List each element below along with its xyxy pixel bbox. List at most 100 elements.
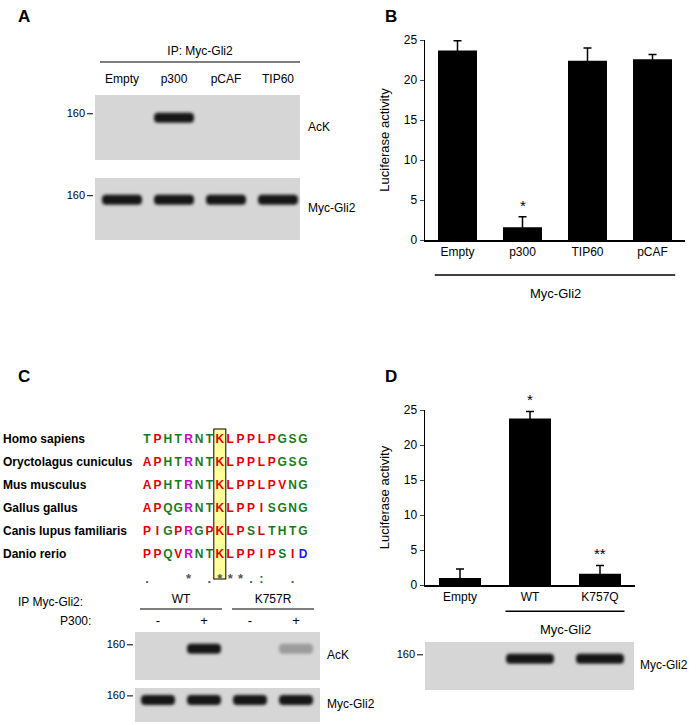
svg-text:P: P	[174, 524, 182, 538]
svg-text:G: G	[278, 432, 287, 446]
svg-text:V: V	[174, 547, 182, 561]
svg-text:P: P	[153, 432, 161, 446]
svg-text:10: 10	[404, 508, 418, 522]
svg-text:T: T	[175, 478, 183, 492]
svg-text:V: V	[278, 478, 286, 492]
svg-text:160: 160	[397, 648, 415, 660]
svg-text:P: P	[247, 501, 255, 515]
svg-text:G: G	[278, 455, 287, 469]
svg-text:D: D	[299, 547, 308, 561]
svg-text:20: 20	[404, 73, 418, 87]
svg-text:N: N	[195, 501, 204, 515]
svg-text:T: T	[289, 524, 297, 538]
svg-text:R: R	[184, 547, 193, 561]
svg-text:G: G	[298, 501, 307, 515]
svg-text:AcK: AcK	[308, 120, 330, 134]
svg-text:Mus musculus: Mus musculus	[3, 478, 87, 492]
svg-text:K757R: K757R	[255, 592, 292, 606]
svg-text:T: T	[206, 478, 214, 492]
svg-text:*: *	[217, 571, 223, 586]
svg-text:L: L	[258, 432, 265, 446]
svg-text:N: N	[195, 547, 204, 561]
svg-text:K: K	[215, 455, 224, 469]
svg-text:H: H	[163, 478, 172, 492]
svg-text:N: N	[195, 455, 204, 469]
svg-text:I: I	[156, 524, 159, 538]
svg-text:P: P	[247, 455, 255, 469]
svg-text:*: *	[527, 391, 533, 408]
svg-text:Q: Q	[163, 501, 172, 515]
svg-text:*: *	[520, 197, 526, 214]
svg-text:N: N	[195, 478, 204, 492]
svg-text:15: 15	[404, 473, 418, 487]
svg-text:WT: WT	[521, 590, 540, 604]
svg-text:160: 160	[107, 638, 125, 650]
svg-text:P: P	[237, 524, 245, 538]
svg-text:T: T	[268, 524, 276, 538]
svg-text:P: P	[247, 432, 255, 446]
svg-text:*: *	[228, 571, 234, 586]
svg-text:T: T	[175, 455, 183, 469]
svg-text:S: S	[289, 432, 297, 446]
svg-text:15: 15	[404, 113, 418, 127]
svg-text:Oryctolagus cuniculus: Oryctolagus cuniculus	[3, 455, 133, 469]
svg-text:Empty: Empty	[440, 245, 474, 259]
svg-text:R: R	[184, 524, 193, 538]
svg-text:5: 5	[410, 193, 417, 207]
svg-text:S: S	[278, 547, 286, 561]
svg-text:K: K	[215, 432, 224, 446]
svg-text:L: L	[258, 478, 265, 492]
svg-text:Q: Q	[163, 547, 172, 561]
svg-text:T: T	[206, 547, 214, 561]
svg-text:P: P	[153, 478, 161, 492]
svg-text:10: 10	[404, 153, 418, 167]
svg-text:20: 20	[404, 438, 418, 452]
svg-text:I: I	[260, 547, 263, 561]
svg-text:P: P	[205, 524, 213, 538]
svg-text:P: P	[268, 478, 276, 492]
svg-text:-: -	[156, 613, 160, 628]
svg-text:Luciferase activity: Luciferase activity	[377, 88, 392, 192]
svg-text:T: T	[206, 432, 214, 446]
svg-text:G: G	[278, 501, 287, 515]
svg-text:K757Q: K757Q	[581, 590, 618, 604]
svg-text:Myc-Gli2: Myc-Gli2	[530, 286, 581, 301]
svg-text:L: L	[227, 432, 234, 446]
svg-text:-: -	[248, 613, 252, 628]
svg-text:P: P	[143, 524, 151, 538]
svg-text:.: .	[291, 571, 295, 586]
svg-text:A: A	[18, 7, 30, 26]
svg-text:K: K	[215, 547, 224, 561]
svg-text:T: T	[175, 432, 183, 446]
svg-text:L: L	[258, 524, 265, 538]
svg-text:25: 25	[404, 403, 418, 417]
svg-text:5: 5	[410, 543, 417, 557]
svg-text:L: L	[258, 455, 265, 469]
svg-text:P: P	[153, 455, 161, 469]
svg-text:G: G	[298, 478, 307, 492]
svg-text:L: L	[227, 455, 234, 469]
svg-text:C: C	[18, 367, 30, 386]
svg-text:+: +	[292, 613, 300, 628]
svg-text:P: P	[247, 478, 255, 492]
svg-text:*: *	[238, 571, 244, 586]
svg-text:P: P	[153, 547, 161, 561]
svg-text:160: 160	[67, 189, 85, 201]
svg-text:p300: p300	[161, 72, 188, 86]
svg-text:N: N	[288, 478, 297, 492]
svg-text:P: P	[268, 455, 276, 469]
svg-text:G: G	[298, 455, 307, 469]
svg-text:p300: p300	[509, 245, 536, 259]
svg-text:L: L	[227, 501, 234, 515]
svg-text:S: S	[268, 501, 276, 515]
svg-text:Empty: Empty	[105, 72, 139, 86]
svg-text:L: L	[227, 524, 234, 538]
svg-text:D: D	[385, 367, 397, 386]
svg-text:G: G	[163, 524, 172, 538]
svg-text:Danio rerio: Danio rerio	[3, 547, 66, 561]
svg-text:P: P	[143, 547, 151, 561]
svg-text:160: 160	[107, 689, 125, 701]
svg-text:pCAF: pCAF	[637, 245, 668, 259]
svg-text:Myc-Gli2: Myc-Gli2	[640, 658, 688, 672]
svg-text:WT: WT	[172, 592, 191, 606]
